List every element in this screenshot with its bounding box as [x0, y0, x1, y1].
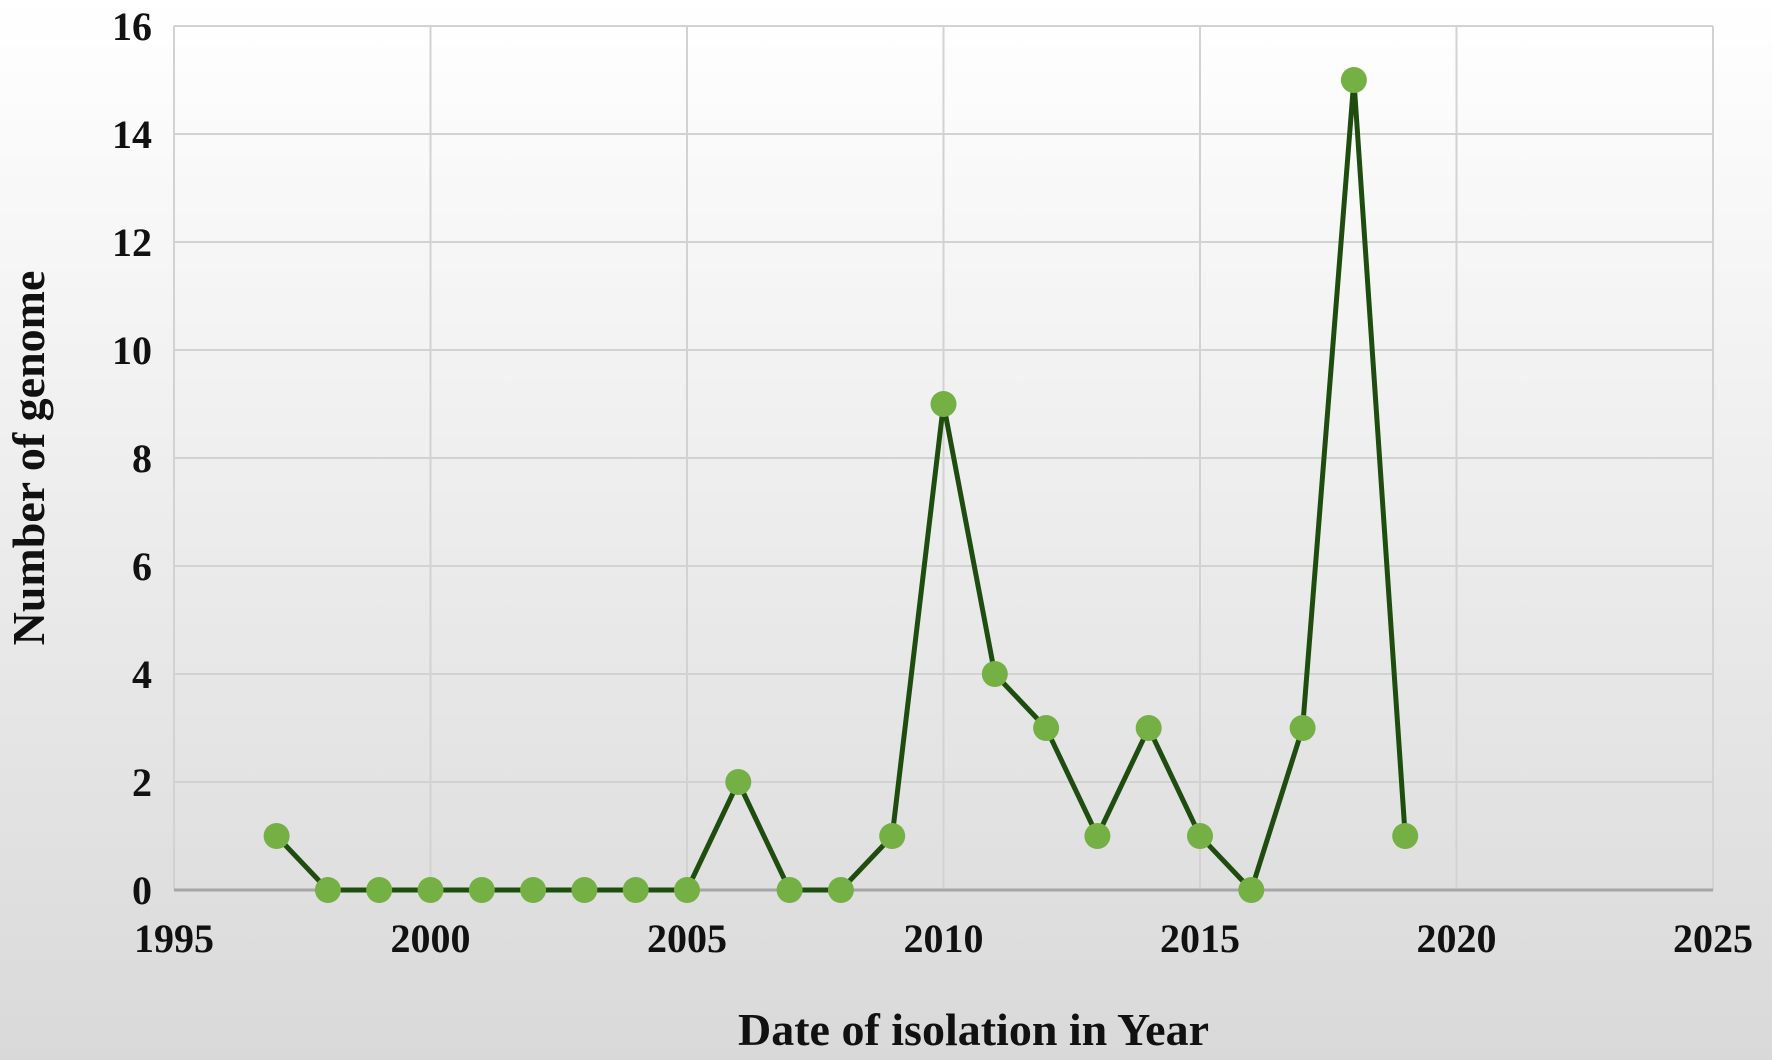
data-point	[776, 877, 803, 903]
data-point	[1187, 823, 1213, 849]
data-point	[930, 391, 957, 417]
data-series	[263, 67, 1419, 903]
x-tick-label: 2010	[904, 916, 984, 961]
y-tick-label: 10	[112, 328, 152, 373]
x-tick-label: 2015	[1160, 916, 1240, 961]
data-point	[879, 823, 906, 849]
x-tick-label: 2005	[647, 916, 727, 961]
data-point	[622, 877, 649, 903]
x-tick-label: 2020	[1417, 916, 1497, 961]
y-tick-label: 6	[132, 544, 152, 589]
y-tick-label: 8	[132, 436, 152, 481]
data-point	[827, 877, 854, 903]
data-point	[1340, 67, 1367, 93]
y-axis-title: Number of genome	[3, 271, 54, 646]
y-tick-label: 2	[132, 760, 152, 805]
grid-lines	[173, 25, 1714, 890]
data-point	[1392, 823, 1419, 849]
x-tick-label: 1995	[134, 916, 214, 961]
data-point	[674, 877, 700, 903]
x-tick-label: 2025	[1673, 916, 1753, 961]
y-tick-label: 14	[112, 112, 152, 157]
data-point	[468, 877, 495, 903]
y-tick-label: 16	[112, 4, 152, 49]
data-point	[1238, 877, 1265, 903]
data-point	[1033, 715, 1060, 741]
tick-labels: 0 2 4 6 8 10 12 14 16 1995 2000 2005 2010 2015 2020 202…	[112, 4, 1753, 961]
y-tick-label: 12	[112, 220, 152, 265]
x-axis-title: Date of isolation in Year	[738, 1004, 1209, 1055]
y-tick-label: 4	[132, 652, 152, 697]
data-point	[366, 877, 393, 903]
data-point	[263, 823, 290, 849]
data-point	[314, 877, 341, 903]
y-tick-label: 0	[132, 868, 152, 913]
data-point	[1135, 715, 1162, 741]
data-point	[1084, 823, 1111, 849]
data-point	[1289, 715, 1316, 741]
data-point	[571, 877, 598, 903]
data-point	[520, 877, 547, 903]
data-point	[725, 769, 752, 795]
data-point	[981, 661, 1008, 687]
data-point	[417, 877, 444, 903]
x-tick-label: 2000	[391, 916, 471, 961]
